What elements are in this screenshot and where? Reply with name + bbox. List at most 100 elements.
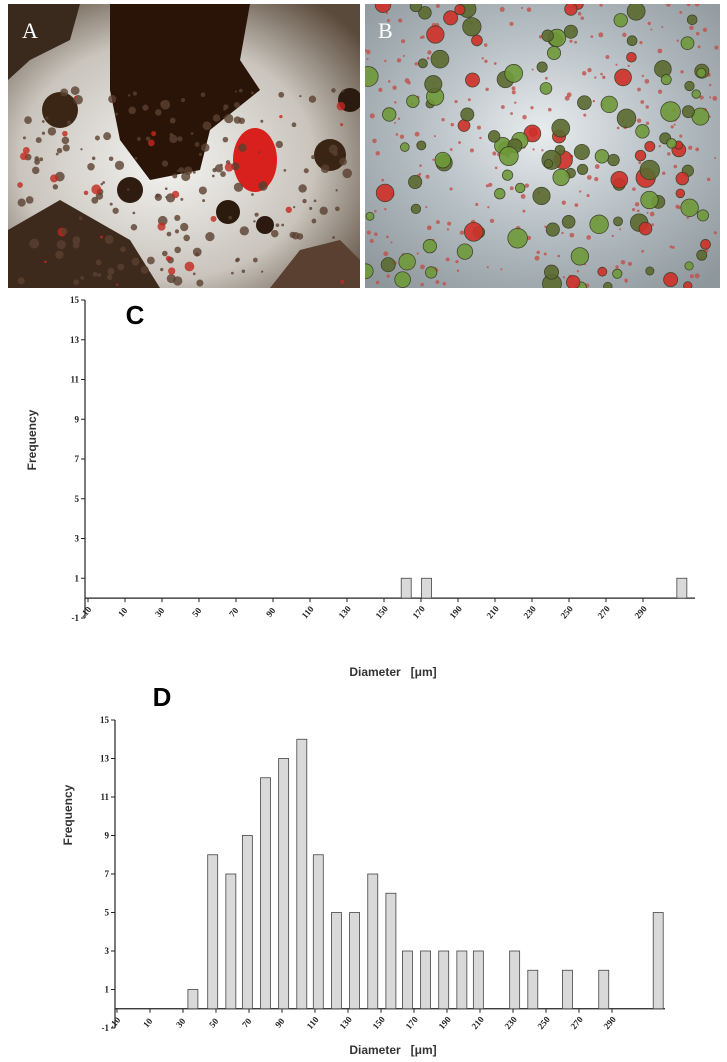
cell — [331, 88, 336, 93]
cell — [305, 248, 311, 254]
bar — [349, 912, 361, 1010]
speck — [378, 87, 383, 93]
speck — [494, 166, 498, 170]
cell — [365, 263, 374, 279]
cell — [22, 146, 30, 154]
cell — [41, 120, 45, 123]
cell — [112, 207, 119, 214]
cell — [52, 184, 59, 190]
y-tick-label: -1 — [72, 613, 80, 623]
speck — [673, 164, 678, 169]
cell — [220, 163, 223, 167]
cell — [422, 239, 437, 254]
cell — [501, 169, 514, 181]
cell — [62, 144, 70, 152]
speck — [689, 274, 694, 279]
cell — [341, 89, 345, 93]
cell — [190, 132, 194, 135]
cell — [91, 184, 102, 195]
cell — [543, 158, 554, 169]
speck — [695, 147, 700, 152]
cell — [100, 182, 104, 186]
cell — [220, 171, 226, 177]
speck — [557, 254, 561, 258]
speck — [658, 144, 661, 148]
cell — [222, 136, 229, 143]
cell — [302, 198, 307, 204]
cell — [564, 4, 578, 16]
cell — [192, 247, 202, 257]
cell — [131, 257, 140, 266]
cell — [684, 80, 695, 92]
y-tick-label: 11 — [70, 375, 79, 385]
cell — [443, 10, 459, 26]
cell — [613, 216, 623, 227]
cell — [498, 146, 519, 167]
x-tick-label: 170 — [404, 1014, 421, 1031]
cell — [289, 277, 298, 287]
cell — [126, 188, 130, 191]
cell — [109, 202, 113, 206]
cell — [233, 182, 244, 192]
cell — [309, 206, 313, 211]
y-axis-label: Frequency — [61, 784, 75, 845]
cell — [250, 91, 255, 95]
speck — [677, 205, 681, 210]
cell — [644, 140, 656, 152]
speck — [697, 45, 701, 49]
cell — [683, 281, 693, 288]
cell — [17, 277, 25, 285]
cell — [365, 66, 379, 87]
speck — [433, 135, 436, 138]
speck — [644, 78, 650, 84]
cell — [589, 214, 609, 235]
speck — [592, 99, 596, 103]
cell — [201, 143, 210, 152]
speck — [530, 106, 534, 110]
cell — [73, 279, 80, 285]
cell — [146, 256, 155, 265]
speck — [651, 223, 655, 227]
speck — [531, 68, 534, 71]
speck — [624, 278, 628, 282]
cell — [340, 279, 345, 284]
cell — [681, 105, 695, 119]
cell — [416, 140, 427, 151]
cell — [253, 220, 256, 223]
cell — [214, 164, 224, 173]
speck — [602, 75, 606, 80]
cell — [614, 68, 632, 87]
cell — [607, 153, 620, 167]
y-tick-label: 9 — [105, 831, 110, 841]
speck — [661, 26, 664, 29]
speck — [381, 178, 385, 182]
speck — [632, 187, 636, 191]
cell — [640, 190, 659, 210]
speck — [667, 152, 671, 156]
speck — [390, 241, 393, 244]
cell — [597, 266, 608, 277]
cell — [539, 82, 553, 95]
cell — [382, 107, 397, 122]
speck — [590, 35, 594, 38]
cell — [409, 4, 422, 13]
y-tick-label: 3 — [75, 534, 80, 544]
cell — [100, 235, 103, 239]
x-tick-label: 30 — [153, 605, 167, 619]
cell — [164, 187, 168, 191]
y-tick-label: 1 — [105, 985, 110, 995]
speck — [544, 76, 548, 80]
bar — [598, 969, 610, 1010]
cell — [62, 130, 68, 137]
cell — [319, 206, 328, 215]
cell — [278, 91, 285, 98]
cell — [94, 135, 100, 141]
cell — [291, 122, 297, 128]
speck — [713, 231, 717, 235]
x-tick-label: 70 — [240, 1016, 254, 1030]
speck — [639, 41, 643, 45]
speck — [638, 161, 642, 165]
cell — [680, 36, 695, 51]
cell — [25, 196, 34, 204]
cell — [335, 189, 338, 192]
